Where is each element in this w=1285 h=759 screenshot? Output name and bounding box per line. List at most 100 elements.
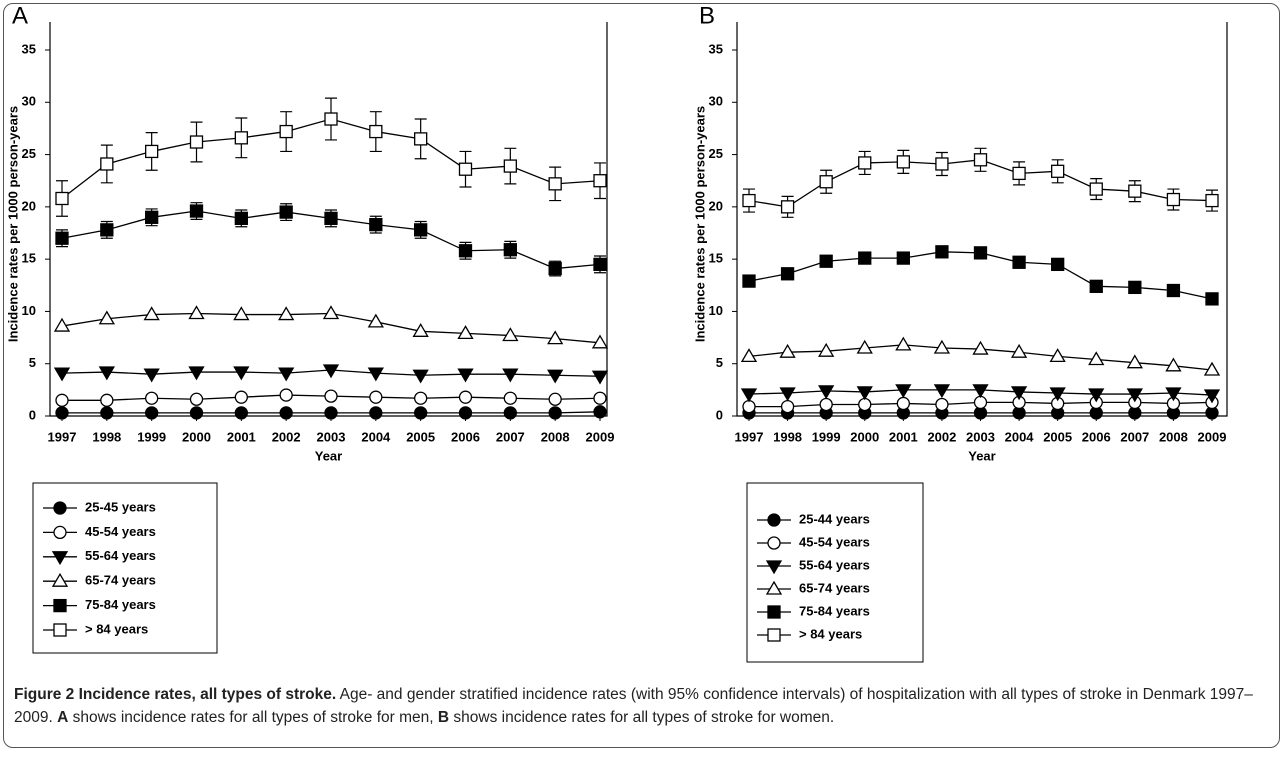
marker <box>896 396 910 411</box>
y-tick-label: 10 <box>22 303 36 318</box>
marker <box>933 384 951 399</box>
marker <box>55 406 69 420</box>
x-tick-label: 2000 <box>850 429 879 444</box>
y-tick-label: 5 <box>716 355 723 370</box>
legend-marker <box>767 536 781 550</box>
marker <box>189 135 204 149</box>
marker <box>1089 182 1103 196</box>
marker <box>780 399 795 414</box>
marker <box>55 393 69 407</box>
x-axis-title: Year <box>315 448 342 463</box>
marker <box>819 397 833 412</box>
marker <box>457 325 474 340</box>
marker <box>503 406 517 420</box>
marker <box>324 389 338 403</box>
marker <box>973 246 988 260</box>
marker <box>503 391 517 405</box>
x-tick-label: 2008 <box>541 429 570 444</box>
x-tick-label: 1999 <box>137 429 166 444</box>
x-tick-label: 2005 <box>1043 429 1072 444</box>
legend-marker <box>767 628 781 642</box>
marker <box>740 388 758 403</box>
caption-text: shows incidence rates for all types of s… <box>68 709 438 726</box>
marker <box>458 162 473 176</box>
marker <box>591 370 609 385</box>
marker <box>935 245 949 259</box>
marker <box>234 211 248 226</box>
marker <box>742 399 756 414</box>
marker <box>100 157 114 171</box>
legend-label: 55-64 years <box>85 548 156 563</box>
caption-text: B <box>437 709 450 726</box>
x-tick-label: 2009 <box>586 429 615 444</box>
marker <box>503 243 517 257</box>
x-tick-label: 1997 <box>48 429 77 444</box>
marker <box>279 388 293 402</box>
legend-marker <box>767 605 781 619</box>
marker <box>1088 388 1105 403</box>
x-axis-title: Year <box>968 448 995 463</box>
x-tick-label: 2009 <box>1198 429 1227 444</box>
legend-label: 55-64 years <box>799 557 870 572</box>
legend-marker <box>53 525 67 540</box>
marker <box>933 339 951 354</box>
marker <box>548 406 562 420</box>
legend-marker <box>53 623 67 637</box>
y-tick-label: 35 <box>22 41 36 56</box>
marker <box>143 368 160 383</box>
marker <box>145 144 159 159</box>
x-tick-label: 2003 <box>966 429 995 444</box>
marker <box>856 386 873 401</box>
x-tick-label: 2007 <box>496 429 525 444</box>
legend-label: 65-74 years <box>799 580 870 595</box>
marker <box>972 384 989 399</box>
marker <box>1126 388 1143 403</box>
marker <box>858 397 872 412</box>
marker <box>742 193 756 208</box>
marker <box>593 174 607 188</box>
marker <box>1203 389 1221 404</box>
marker <box>322 305 340 320</box>
legend-marker <box>765 560 783 575</box>
marker <box>412 369 429 384</box>
legend-marker <box>51 551 69 566</box>
charts: A 0 5 10 15 20 25 30 35 1997 1998 1999 2000 2001 2002 2… <box>5 2 1228 663</box>
marker <box>369 390 383 404</box>
marker <box>457 368 474 383</box>
marker <box>502 327 519 342</box>
y-tick-label: 20 <box>709 198 723 213</box>
y-tick-label: 0 <box>716 407 723 422</box>
y-tick-label: 0 <box>29 407 36 422</box>
marker <box>100 223 114 237</box>
x-tick-label: 2004 <box>1005 429 1035 444</box>
marker <box>1051 164 1065 178</box>
marker <box>189 392 204 406</box>
x-tick-label: 2002 <box>272 429 301 444</box>
marker <box>188 305 205 320</box>
marker <box>369 406 383 420</box>
marker <box>324 406 338 420</box>
marker <box>367 367 384 382</box>
marker <box>233 366 250 381</box>
marker <box>593 391 607 405</box>
marker <box>412 323 429 337</box>
marker <box>100 393 114 407</box>
marker <box>1166 283 1181 298</box>
marker <box>502 368 519 383</box>
marker <box>1049 348 1066 363</box>
caption-text: shows incidence rates for all types of s… <box>449 709 835 726</box>
legend-label: 45-54 years <box>799 534 870 549</box>
marker <box>234 406 248 420</box>
marker <box>98 310 115 325</box>
marker <box>145 406 159 420</box>
marker <box>189 204 204 218</box>
marker <box>742 274 756 288</box>
marker <box>322 364 340 379</box>
caption-text: A <box>57 709 69 726</box>
marker <box>548 261 562 276</box>
legend-label: 25-44 years <box>799 511 870 526</box>
marker <box>414 406 428 420</box>
marker <box>856 339 873 354</box>
y-tick-label: 30 <box>709 94 723 109</box>
y-axis-title: Incidence rates per 1000 person-years <box>5 106 20 342</box>
